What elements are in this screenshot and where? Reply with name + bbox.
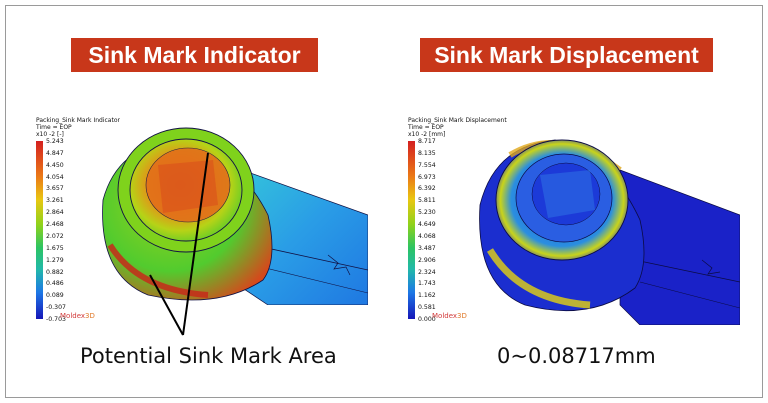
right-tick-label: 7.554	[418, 161, 436, 169]
left-tick-label: 3.261	[46, 197, 64, 205]
left-part-render	[102, 127, 368, 305]
right-tick-label: 5.230	[418, 209, 436, 217]
left-tick-label: 3.657	[46, 185, 64, 193]
right-tick-label: 0.581	[418, 304, 436, 312]
left-tick-label: 0.089	[46, 292, 64, 300]
left-tick-label: 4.450	[46, 161, 64, 169]
sink-mark-indicator-title: Sink Mark Indicator	[71, 38, 318, 72]
right-legend-result-name: Packing_Sink Mark Displacement	[408, 117, 507, 124]
left-tick-label: -0.307	[46, 304, 66, 312]
left-tick-label: 2.864	[46, 209, 64, 217]
sink-area-pointer-lines	[149, 152, 209, 336]
left-tick-label: 0.486	[46, 280, 64, 288]
right-caption: 0~0.08717mm	[497, 344, 656, 368]
right-tick-label: 4.068	[418, 232, 436, 240]
right-moldex-logo: Moldex3D	[432, 312, 467, 320]
left-moldex-logo: Moldex3D	[60, 312, 95, 320]
left-legend-result-name: Packing_Sink Mark Indicator	[36, 117, 120, 124]
left-tick-label: 4.054	[46, 173, 64, 181]
left-caption: Potential Sink Mark Area	[80, 344, 337, 368]
left-tick-label: 5.243	[46, 138, 64, 145]
right-tick-label: 4.649	[418, 221, 436, 229]
right-color-scale-bar	[408, 141, 415, 319]
right-legend-time: Time = EOP	[408, 124, 444, 131]
right-tick-label: 6.392	[418, 185, 436, 193]
right-tick-label: 6.973	[418, 173, 436, 181]
right-tick-label: 0.000	[418, 316, 436, 323]
right-tick-label: 3.487	[418, 244, 436, 252]
right-tick-label: 1.162	[418, 292, 436, 300]
right-tick-label: 8.717	[418, 138, 436, 145]
left-color-scale-bar	[36, 141, 43, 319]
right-tick-label: 8.135	[418, 149, 436, 157]
left-tick-label: 0.882	[46, 268, 64, 276]
left-tick-label: 2.072	[46, 232, 64, 240]
left-tick-label: 1.279	[46, 256, 64, 264]
left-tick-label: -0.703	[46, 316, 66, 323]
right-tick-label: 1.743	[418, 280, 436, 288]
right-legend-unit: x10 -2 [mm]	[408, 131, 446, 138]
left-tick-label: 2.468	[46, 221, 64, 229]
right-tick-label: 5.811	[418, 197, 436, 205]
left-tick-label: 1.675	[46, 244, 64, 252]
left-legend-time: Time = EOP	[36, 124, 72, 131]
right-tick-label: 2.906	[418, 256, 436, 264]
right-tick-label: 2.324	[418, 268, 436, 276]
right-part-render	[479, 139, 740, 325]
left-legend-unit: x10 -2 [-]	[36, 131, 64, 138]
sink-mark-displacement-title: Sink Mark Displacement	[420, 38, 713, 72]
left-tick-label: 4.847	[46, 149, 64, 157]
